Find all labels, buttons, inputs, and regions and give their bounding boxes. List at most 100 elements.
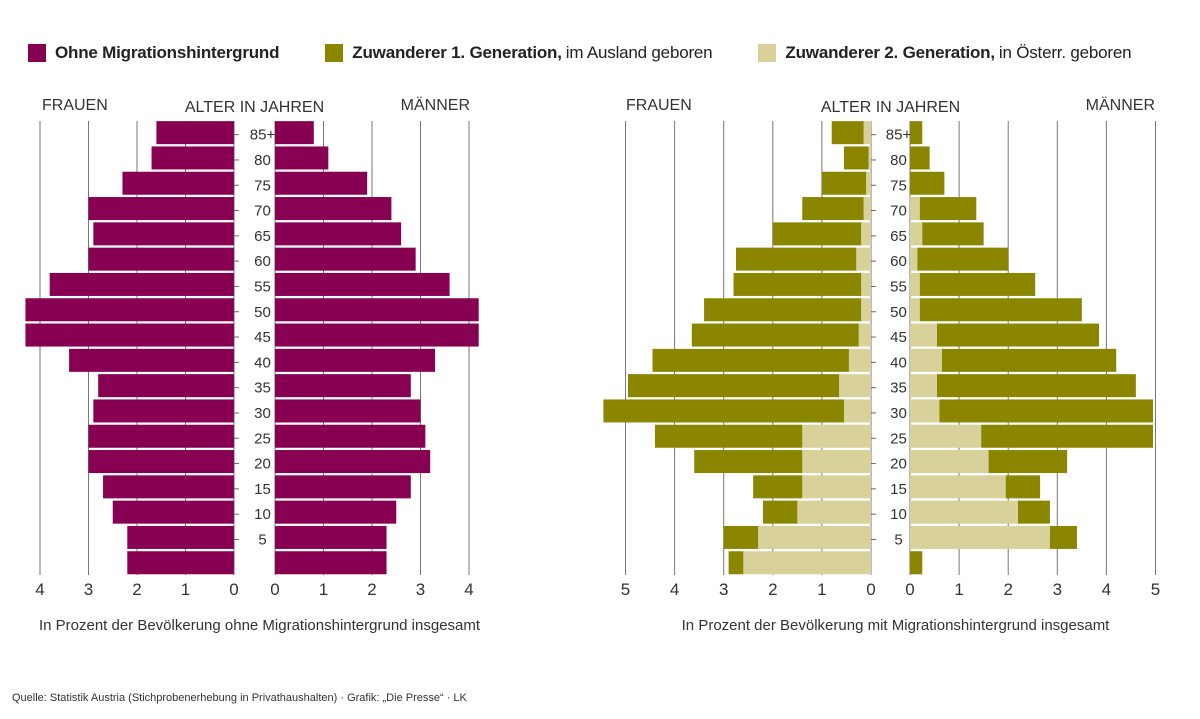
c2-bar-male bbox=[910, 500, 1019, 524]
c2-x-tick-label: 1 bbox=[817, 580, 826, 599]
c2-bar-female bbox=[802, 197, 864, 221]
c2-age-label: 10 bbox=[890, 506, 907, 523]
c2-bar-male bbox=[910, 450, 989, 474]
c2-age-label: 50 bbox=[890, 304, 907, 321]
c2-header-right: MÄNNER bbox=[1086, 96, 1155, 114]
c2-bar-female bbox=[802, 475, 871, 499]
c2-header-left: FRAUEN bbox=[626, 97, 692, 114]
c2-bar-male bbox=[910, 525, 1050, 549]
c2-age-label: 25 bbox=[890, 430, 907, 447]
c2-bar-female bbox=[654, 424, 803, 448]
legend-item-ohne: Ohne Migrationshintergrund bbox=[28, 43, 279, 63]
c1-bar-male bbox=[275, 222, 402, 246]
c1-age-label: 20 bbox=[254, 456, 271, 473]
c1-x-tick-label: 2 bbox=[132, 580, 141, 599]
c2-x-axis-label: In Prozent der Bevölkerung mit Migration… bbox=[682, 617, 1111, 634]
c1-x-axis-label: In Prozent der Bevölkerung ohne Migratio… bbox=[39, 617, 481, 634]
c1-bar-male bbox=[275, 323, 479, 347]
c2-x-tick-label: 1 bbox=[954, 580, 963, 599]
c2-bar-female bbox=[868, 146, 871, 170]
c1-age-label: 85+ bbox=[250, 127, 276, 144]
c1-bar-male bbox=[275, 374, 411, 398]
c1-bar-male bbox=[275, 525, 387, 549]
c2-bar-male bbox=[910, 247, 918, 271]
c2-bar-female bbox=[652, 348, 849, 372]
c2-bar-female bbox=[856, 247, 871, 271]
c1-bar-female bbox=[98, 374, 234, 398]
c2-bar-female bbox=[858, 323, 871, 347]
c1-bar-female bbox=[103, 475, 234, 499]
c2-age-label: 75 bbox=[890, 177, 907, 194]
c1-x-tick-label: 3 bbox=[416, 580, 425, 599]
c2-age-label: 30 bbox=[890, 405, 907, 422]
c2-age-label: 45 bbox=[890, 329, 907, 346]
c1-age-label: 65 bbox=[254, 228, 271, 245]
c1-bar-female bbox=[88, 247, 234, 271]
c2-bar-female bbox=[839, 374, 871, 398]
c1-age-label: 35 bbox=[254, 380, 271, 397]
c1-bar-male bbox=[275, 475, 411, 499]
c2-age-label: 55 bbox=[890, 278, 907, 295]
c1-bar-female bbox=[25, 298, 235, 322]
c1-bar-female bbox=[25, 323, 235, 347]
c1-x-tick-label: 0 bbox=[270, 580, 279, 599]
c1-bar-female bbox=[127, 525, 234, 549]
legend-sublabel-gen1: im Ausland geboren bbox=[565, 43, 713, 62]
c1-x-tick-label: 1 bbox=[181, 580, 190, 599]
c1-age-label: 30 bbox=[254, 405, 271, 422]
c2-age-label: 35 bbox=[890, 380, 907, 397]
c2-bar-male bbox=[910, 374, 938, 398]
c1-x-tick-label: 0 bbox=[229, 580, 238, 599]
c1-x-tick-label: 4 bbox=[464, 580, 473, 599]
c2-age-label: 5 bbox=[894, 531, 902, 548]
c2-age-label: 40 bbox=[890, 354, 907, 371]
c1-bar-female bbox=[127, 551, 234, 575]
c2-age-label: 85+ bbox=[886, 127, 912, 144]
c1-x-tick-label: 1 bbox=[319, 580, 328, 599]
c1-bar-male bbox=[275, 121, 314, 145]
c1-bar-female bbox=[112, 500, 234, 524]
c2-x-tick-label: 3 bbox=[1053, 580, 1062, 599]
c1-age-label: 40 bbox=[254, 354, 271, 371]
c2-bar-female bbox=[728, 551, 744, 575]
c2-x-tick-label: 3 bbox=[719, 580, 728, 599]
c2-header-center: ALTER IN JAHREN bbox=[821, 99, 960, 116]
c2-x-tick-label: 2 bbox=[768, 580, 777, 599]
c1-age-label: 80 bbox=[254, 152, 271, 169]
c2-bar-female bbox=[821, 171, 867, 195]
c1-bar-female bbox=[88, 197, 234, 221]
c1-bar-male bbox=[275, 197, 392, 221]
c2-bar-male bbox=[937, 323, 1100, 347]
c1-x-tick-label: 2 bbox=[367, 580, 376, 599]
c2-x-tick-label: 0 bbox=[905, 580, 914, 599]
c2-bar-female bbox=[753, 475, 803, 499]
c2-bar-female bbox=[743, 551, 871, 575]
c2-bar-male bbox=[988, 450, 1068, 474]
c1-age-label: 10 bbox=[254, 506, 271, 523]
c1-x-tick-label: 4 bbox=[35, 580, 44, 599]
legend-item-gen1: Zuwanderer 1. Generation, im Ausland geb… bbox=[325, 43, 713, 63]
c2-bar-female bbox=[863, 197, 871, 221]
c1-bar-male bbox=[275, 272, 450, 296]
c2-bar-male bbox=[941, 348, 1117, 372]
c2-age-label: 80 bbox=[890, 152, 907, 169]
c1-age-label: 45 bbox=[254, 329, 271, 346]
c1-bar-female bbox=[88, 424, 234, 448]
c2-bar-male bbox=[910, 298, 920, 322]
c2-bar-female bbox=[733, 272, 862, 296]
c2-bar-female bbox=[866, 171, 871, 195]
c2-bar-female bbox=[861, 298, 871, 322]
c1-age-label: 70 bbox=[254, 203, 271, 220]
c1-bar-male bbox=[275, 171, 368, 195]
c1-bar-male bbox=[275, 298, 479, 322]
c2-x-tick-label: 0 bbox=[866, 580, 875, 599]
c2-bar-male bbox=[1049, 525, 1077, 549]
c1-header-center: ALTER IN JAHREN bbox=[185, 99, 324, 116]
c1-age-label: 15 bbox=[254, 481, 271, 498]
c2-bar-female bbox=[772, 222, 862, 246]
c2-bar-female bbox=[863, 121, 871, 145]
c2-bar-female bbox=[694, 450, 803, 474]
c2-bar-female bbox=[704, 298, 862, 322]
c1-age-label: 5 bbox=[258, 531, 266, 548]
c1-bar-female bbox=[49, 272, 235, 296]
